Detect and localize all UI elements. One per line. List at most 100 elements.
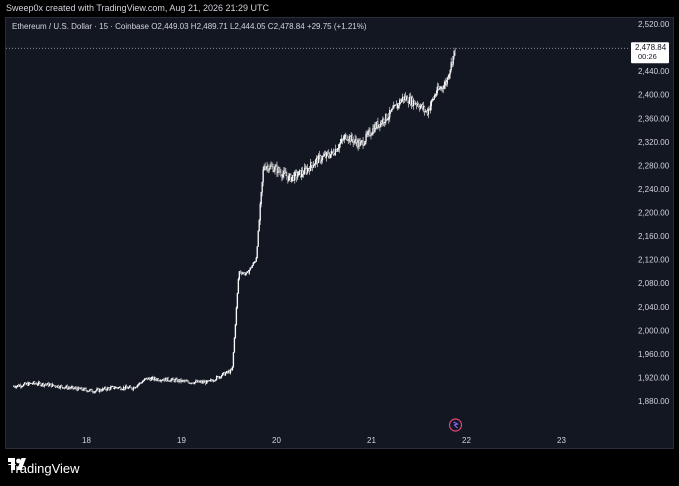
- candle-body: [170, 379, 172, 382]
- candle-body: [452, 56, 454, 65]
- candle-body: [333, 154, 336, 156]
- chart-area[interactable]: Ethereum / U.S. Dollar · 15 · Coinbase O…: [5, 17, 674, 449]
- candle-body: [114, 387, 116, 389]
- candle-body: [446, 77, 448, 85]
- candle-body: [22, 385, 24, 387]
- candle-body: [198, 380, 200, 383]
- candle-body: [397, 103, 399, 109]
- high-value: 2,489.71: [196, 22, 228, 31]
- candle-body: [40, 384, 43, 386]
- candle-body: [140, 382, 143, 384]
- candle-body: [59, 385, 61, 389]
- last-price-label: 2,478.84: [635, 43, 667, 52]
- candle-body: [199, 381, 201, 383]
- candle-body: [441, 86, 443, 89]
- candle-body: [282, 173, 284, 178]
- candle-body: [317, 155, 320, 164]
- candle-body: [258, 220, 260, 232]
- candle-body: [37, 381, 40, 385]
- candle-body: [371, 133, 373, 136]
- candle-body: [433, 96, 435, 100]
- candle-body: [245, 272, 247, 275]
- candle-body: [272, 166, 274, 172]
- candle-body: [27, 382, 30, 386]
- candle-body: [399, 100, 401, 106]
- candle-body: [312, 165, 315, 168]
- candle-body: [383, 119, 385, 123]
- candle-body: [298, 171, 300, 176]
- candle-body: [221, 373, 224, 376]
- candle-body: [340, 139, 342, 143]
- candle-body: [132, 387, 135, 390]
- y-tick-label: 2,400.00: [638, 91, 670, 100]
- candle-body: [31, 383, 34, 385]
- candle-body: [243, 272, 245, 275]
- x-tick-label: 23: [557, 436, 566, 445]
- candle-body: [134, 387, 137, 389]
- candle-body: [337, 148, 339, 150]
- brand-name: TradingView: [8, 460, 80, 476]
- candle-body: [391, 109, 393, 112]
- candle-body: [137, 384, 140, 386]
- price-chart[interactable]: 2,520.002,480.002,440.002,400.002,360.00…: [6, 18, 673, 448]
- candle-body: [321, 156, 324, 161]
- candle-body: [346, 139, 348, 141]
- candle-body: [413, 100, 416, 105]
- x-tick-label: 22: [462, 436, 471, 445]
- candle-body: [220, 375, 223, 378]
- candle-body: [91, 388, 93, 392]
- x-tick-label: 21: [367, 436, 376, 445]
- candle-body: [330, 150, 333, 155]
- candle-body: [102, 388, 104, 391]
- candle-body: [339, 142, 341, 145]
- candle-body: [309, 162, 312, 172]
- candle-body: [259, 203, 261, 221]
- candle-body: [172, 378, 174, 380]
- candle-body: [432, 99, 434, 101]
- candle-body: [16, 385, 18, 388]
- candle-body: [209, 380, 211, 382]
- candle-body: [343, 136, 345, 141]
- candle-body: [297, 175, 299, 178]
- candle-body: [150, 377, 152, 381]
- open-label: O: [151, 22, 158, 31]
- candle-body: [318, 155, 321, 156]
- candle-body: [144, 378, 147, 380]
- candle-body: [255, 257, 257, 262]
- candle-body: [434, 95, 436, 97]
- candle-body: [187, 380, 189, 383]
- symbol-name: Ethereum / U.S. Dollar · 15 · Coinbase: [12, 22, 149, 31]
- candle-body: [268, 168, 270, 171]
- candle-body: [389, 110, 391, 118]
- candle-body: [448, 74, 450, 79]
- candle-body: [294, 171, 296, 181]
- candle-body: [192, 382, 194, 384]
- candle-body: [393, 105, 395, 109]
- countdown-label: 00:26: [638, 52, 657, 61]
- candle-body: [364, 141, 366, 145]
- candle-body: [110, 386, 112, 390]
- last-price-label-box: [631, 42, 669, 64]
- candle-body: [73, 388, 75, 390]
- candle-body: [370, 134, 372, 136]
- candle-body: [252, 262, 254, 266]
- candle-body: [130, 387, 133, 390]
- y-tick-label: 1,920.00: [638, 373, 670, 382]
- candle-body: [57, 385, 59, 388]
- tradingview-logo-icon: [8, 458, 26, 470]
- candle-body: [387, 119, 389, 120]
- candle-body: [188, 381, 190, 384]
- candle-body: [427, 109, 430, 115]
- candle-body: [14, 386, 16, 388]
- candle-body: [274, 166, 276, 171]
- candle-body: [310, 162, 313, 166]
- candle-body: [206, 380, 208, 384]
- candle-body: [363, 144, 365, 146]
- y-tick-label: 2,120.00: [638, 256, 670, 265]
- candle-body: [304, 167, 306, 175]
- candle-body: [388, 117, 390, 120]
- candle-body: [336, 149, 338, 152]
- candle-body: [66, 385, 68, 390]
- candle-body: [142, 380, 145, 382]
- y-tick-label: 2,200.00: [638, 209, 670, 218]
